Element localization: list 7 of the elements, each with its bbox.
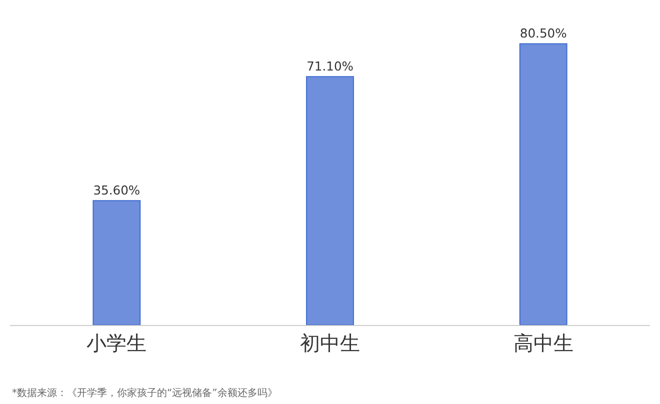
data-label: 80.50% [520, 26, 567, 41]
x-tick-label: 初中生 [300, 331, 360, 355]
x-tick-label: 小学生 [86, 331, 147, 355]
data-label: 35.60% [93, 184, 140, 198]
x-tick-label: 高中生 [513, 331, 574, 355]
data-label: 71.10% [306, 60, 354, 74]
text: *数据来源：《开学季，你家孩子的“远视储备”余额还多吗》 [12, 387, 278, 399]
